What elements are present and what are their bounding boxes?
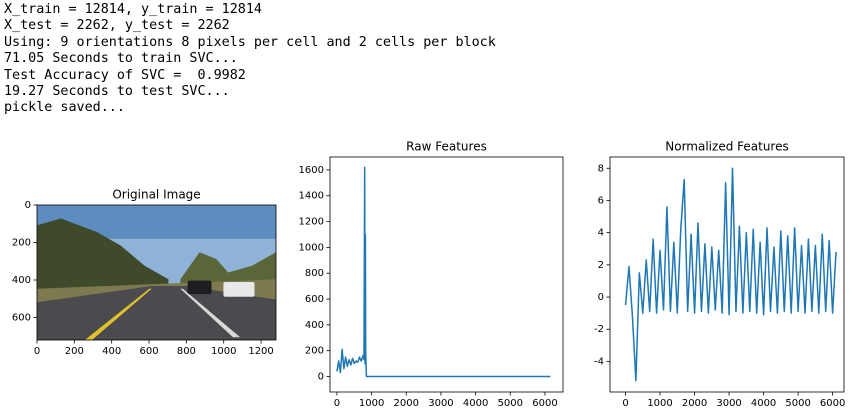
photo-car-white	[223, 281, 255, 297]
subplot: Raw Features 0 1000 2000 3000 4000 5000 6000 0 20…	[299, 140, 564, 409]
y-tick-label: 400	[12, 275, 31, 286]
y-tick-label: 0	[318, 372, 324, 383]
subplot: Normalized Features 0 1000 2000 3000 4000 5000…	[594, 140, 845, 410]
photo-trees-right	[180, 252, 276, 289]
photo-car	[187, 280, 212, 295]
console-line: Using: 9 orientations 8 pixels per cell …	[4, 34, 496, 50]
console-output: X_train = 12814, y_train = 12814 X_test =…	[4, 2, 496, 117]
y-tick-label: 800	[305, 268, 324, 279]
x-tick-label: 1200	[248, 346, 273, 357]
x-tick-label: 2000	[394, 398, 419, 409]
chart-title: Original Image	[112, 188, 200, 202]
x-tick-label: 5000	[785, 398, 810, 409]
x-tick-label: 400	[102, 346, 121, 357]
chart-title: Raw Features	[406, 140, 487, 154]
y-tick-label: 400	[305, 320, 324, 331]
x-tick-label: 200	[65, 346, 84, 357]
x-tick-label: 1000	[211, 346, 236, 357]
x-tick-label: 3000	[428, 398, 453, 409]
x-tick-label: 600	[139, 346, 158, 357]
photo-lane-yellow	[84, 288, 152, 340]
console-line: 71.05 Seconds to train SVC...	[4, 51, 238, 67]
y-tick-label: 600	[305, 294, 324, 305]
x-tick-label: 0	[622, 398, 628, 409]
y-tick-label: 2	[598, 260, 604, 271]
y-tick-label: 200	[12, 238, 31, 249]
y-tick-label: 0	[25, 200, 31, 211]
y-tick-label: 6	[598, 195, 604, 206]
y-tick-label: 8	[598, 163, 604, 174]
x-tick-label: 1000	[647, 398, 672, 409]
data-line	[336, 166, 551, 378]
y-tick-label: 1400	[299, 191, 324, 202]
x-tick-label: 1000	[359, 398, 384, 409]
x-tick-label: 6000	[820, 398, 845, 409]
subplot: Original Image 0 200 400 600 800 1000 1200 0 200 4…	[12, 188, 277, 357]
x-tick-label: 800	[177, 346, 196, 357]
axes-frame	[609, 156, 845, 393]
y-tick-label: 200	[305, 346, 324, 357]
x-tick-label: 4000	[751, 398, 776, 409]
console-line: 19.27 Seconds to test SVC...	[4, 84, 230, 100]
photo-trees	[37, 218, 169, 300]
axes-frame	[329, 156, 564, 393]
axes-frame	[36, 204, 277, 341]
y-tick-label: -4	[594, 356, 604, 367]
x-tick-label: 3000	[716, 398, 741, 409]
photo-road	[37, 286, 276, 340]
x-tick-label: 4000	[463, 398, 488, 409]
console-line: Test Accuracy of SVC = 0.9982	[4, 67, 246, 83]
y-tick-label: 1000	[299, 242, 324, 253]
y-tick-label: 600	[12, 313, 31, 324]
console-line: X_train = 12814, y_train = 12814	[4, 2, 262, 17]
y-tick-label: 1200	[299, 217, 324, 228]
x-tick-label: 6000	[532, 398, 557, 409]
x-tick-label: 0	[34, 346, 40, 357]
x-tick-label: 5000	[498, 398, 523, 409]
console-line: pickle saved...	[4, 100, 125, 116]
y-tick-label: 1600	[299, 165, 324, 176]
y-tick-label: -2	[594, 324, 604, 335]
console-line: X_test = 2262, y_test = 2262	[4, 18, 230, 34]
photo-lane-white	[180, 288, 241, 338]
y-tick-label: 4	[598, 228, 604, 239]
x-tick-label: 0	[334, 398, 340, 409]
data-line	[624, 167, 837, 382]
chart-title: Normalized Features	[665, 140, 788, 154]
y-tick-label: 0	[598, 292, 604, 303]
x-tick-label: 2000	[682, 398, 707, 409]
